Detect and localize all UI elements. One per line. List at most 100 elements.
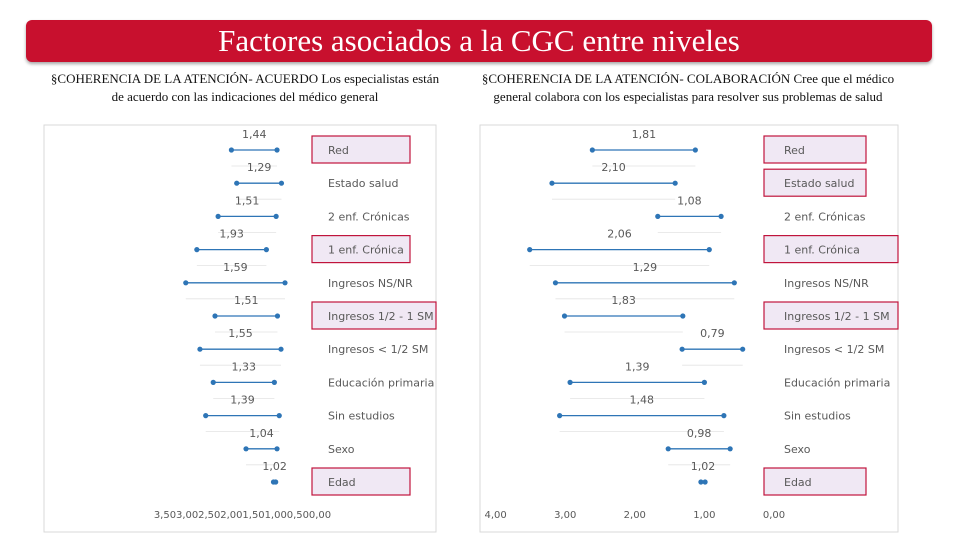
right-value-label: 0,79 xyxy=(700,327,725,340)
left-value-label: 1,39 xyxy=(230,394,255,407)
left-value-label: 1,93 xyxy=(219,228,244,241)
left-category-label: 2 enf. Crónicas xyxy=(328,210,410,223)
right-chart-description: §COHERENCIA DE LA ATENCIÓN- COLABORACIÓN… xyxy=(481,71,895,104)
left-chart: 3,50 3,00 2,50 2,00 1,50 1,00 0,50 0,00 Red 1,44 E… xyxy=(43,124,437,533)
left-highlight-box xyxy=(311,235,411,264)
right-highlight-box xyxy=(763,301,899,330)
right-highlight-box xyxy=(763,168,867,197)
right-high-point xyxy=(706,247,712,253)
right-category-label: Ingresos 1/2 - 1 SM xyxy=(784,310,890,323)
left-value-label: 1,51 xyxy=(235,194,260,207)
right-value-label: 0,98 xyxy=(687,427,712,440)
left-value-label: 1,33 xyxy=(232,360,257,373)
right-low-point xyxy=(561,313,568,319)
right-category-label: 1 enf. Crónica xyxy=(784,244,860,257)
right-value-label: 1,08 xyxy=(677,194,702,207)
left-value-label: 1,44 xyxy=(242,128,267,141)
left-high-point xyxy=(278,180,285,186)
right-chart: 4,00 3,00 2,00 1,00 0,00 Red 1,81 Estado salud 2… xyxy=(479,124,899,533)
right-value-label: 2,10 xyxy=(601,161,626,174)
right-x-tick-label: 1,00 xyxy=(693,510,715,521)
left-category-label: Ingresos NS/NR xyxy=(328,277,413,290)
left-low-point xyxy=(234,180,240,186)
right-category-label: Red xyxy=(784,144,805,157)
right-low-point xyxy=(567,379,573,385)
right-value-label: 2,06 xyxy=(607,228,632,241)
right-low-point xyxy=(589,147,595,153)
left-value-label: 1,59 xyxy=(223,261,248,274)
left-high-point xyxy=(273,479,279,485)
left-high-point xyxy=(271,379,277,385)
right-low-point xyxy=(698,479,704,485)
left-x-tick-label: 0,00 xyxy=(309,510,331,521)
right-high-point xyxy=(692,147,698,153)
right-x-tick-label: 3,00 xyxy=(554,510,576,521)
right-x-tick-label: 4,00 xyxy=(484,510,506,521)
left-high-point xyxy=(263,247,269,253)
right-low-point xyxy=(679,346,685,352)
right-high-point xyxy=(718,213,724,219)
left-x-tick-label: 1,50 xyxy=(242,510,264,521)
right-high-point xyxy=(701,379,708,385)
left-highlight-box xyxy=(311,467,411,496)
left-category-label: 1 enf. Crónica xyxy=(328,244,404,257)
right-x-tick-label: 2,00 xyxy=(624,510,646,521)
right-high-point xyxy=(702,479,708,485)
left-category-label: Estado salud xyxy=(328,177,398,190)
right-low-point xyxy=(655,213,661,219)
right-category-label: Educación primaria xyxy=(784,376,890,389)
left-high-point xyxy=(274,147,280,153)
page-title: Factores asociados a la CGC entre nivele… xyxy=(218,23,740,58)
right-high-point xyxy=(721,413,727,419)
right-value-label: 1,02 xyxy=(691,460,716,473)
right-category-label: Sin estudios xyxy=(784,410,851,423)
left-chart-description: §COHERENCIA DE LA ATENCIÓN- ACUERDO Los … xyxy=(50,71,440,104)
left-category-label: Educación primaria xyxy=(328,376,434,389)
left-value-label: 1,02 xyxy=(262,460,287,473)
right-highlight-box xyxy=(763,235,899,264)
left-x-tick-label: 2,50 xyxy=(198,510,220,521)
right-category-label: Ingresos < 1/2 SM xyxy=(784,343,884,356)
right-category-label: 2 enf. Crónicas xyxy=(784,210,866,223)
left-low-point xyxy=(228,147,234,153)
left-category-label: Red xyxy=(328,144,349,157)
left-low-point xyxy=(197,346,203,352)
right-category-label: Sexo xyxy=(784,443,811,456)
left-high-point xyxy=(278,346,284,352)
left-high-point xyxy=(274,446,280,452)
right-high-point xyxy=(740,346,746,352)
left-low-point xyxy=(243,446,249,452)
right-value-label: 1,48 xyxy=(630,394,655,407)
left-high-point xyxy=(276,413,282,419)
left-x-tick-label: 3,50 xyxy=(154,510,176,521)
title-bar: Factores asociados a la CGC entre nivele… xyxy=(26,20,932,62)
left-category-label: Sexo xyxy=(328,443,355,456)
left-highlight-box xyxy=(311,135,411,164)
left-low-point xyxy=(212,313,218,319)
left-low-point xyxy=(203,413,209,419)
right-high-point xyxy=(731,280,737,286)
left-x-tick-label: 0,50 xyxy=(287,510,309,521)
right-low-point xyxy=(549,180,555,186)
right-low-point xyxy=(527,247,533,253)
right-value-label: 1,83 xyxy=(611,294,636,307)
right-category-label: Estado salud xyxy=(784,177,854,190)
left-high-point xyxy=(282,280,288,286)
right-value-label: 1,81 xyxy=(632,128,657,141)
right-value-label: 1,29 xyxy=(633,261,658,274)
right-low-point xyxy=(552,280,559,286)
left-x-tick-label: 2,00 xyxy=(220,510,242,521)
left-high-point xyxy=(273,213,279,219)
left-value-label: 1,29 xyxy=(247,161,272,174)
left-category-label: Ingresos 1/2 - 1 SM xyxy=(328,310,434,323)
left-value-label: 1,55 xyxy=(228,327,253,340)
right-high-point xyxy=(680,313,686,319)
left-low-point xyxy=(194,247,200,253)
left-value-label: 1,51 xyxy=(234,294,259,307)
right-category-label: Edad xyxy=(784,476,812,489)
left-category-label: Sin estudios xyxy=(328,410,395,423)
left-x-tick-label: 1,00 xyxy=(265,510,287,521)
right-high-point xyxy=(672,180,678,186)
left-x-tick-label: 3,00 xyxy=(176,510,198,521)
